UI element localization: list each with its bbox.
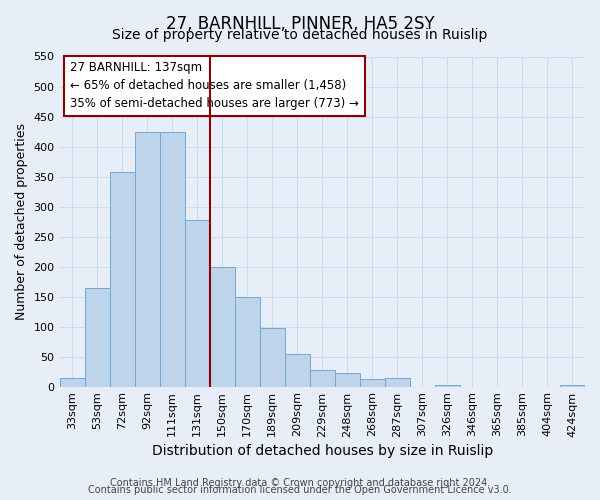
Bar: [185, 220, 209, 386]
Bar: [260, 328, 285, 386]
Y-axis label: Number of detached properties: Number of detached properties: [15, 123, 28, 320]
Bar: [285, 354, 310, 386]
Bar: [335, 374, 360, 386]
Bar: [360, 379, 385, 386]
Bar: [59, 378, 85, 386]
Bar: [310, 370, 335, 386]
Bar: [235, 296, 260, 386]
Text: Size of property relative to detached houses in Ruislip: Size of property relative to detached ho…: [112, 28, 488, 42]
Text: 27 BARNHILL: 137sqm
← 65% of detached houses are smaller (1,458)
35% of semi-det: 27 BARNHILL: 137sqm ← 65% of detached ho…: [70, 62, 359, 110]
Bar: [134, 132, 160, 386]
Text: Contains HM Land Registry data © Crown copyright and database right 2024.: Contains HM Land Registry data © Crown c…: [110, 478, 490, 488]
Bar: [209, 266, 235, 386]
Bar: [385, 378, 410, 386]
Text: Contains public sector information licensed under the Open Government Licence v3: Contains public sector information licen…: [88, 485, 512, 495]
Bar: [85, 288, 110, 386]
Bar: [160, 132, 185, 386]
X-axis label: Distribution of detached houses by size in Ruislip: Distribution of detached houses by size …: [152, 444, 493, 458]
Text: 27, BARNHILL, PINNER, HA5 2SY: 27, BARNHILL, PINNER, HA5 2SY: [166, 15, 434, 33]
Bar: [110, 172, 134, 386]
